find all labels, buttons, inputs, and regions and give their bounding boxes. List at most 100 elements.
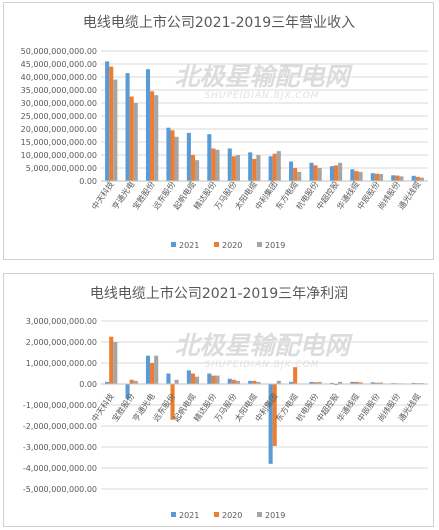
bar-2019-5 <box>215 149 220 181</box>
bar-2021-0 <box>105 61 110 181</box>
bar-2019-10 <box>317 381 322 384</box>
bar-2019-12 <box>358 382 363 384</box>
y-tick-label: 2,000,000,000.00 <box>26 338 97 347</box>
bar-2021-2 <box>145 69 151 181</box>
legend-label-2021: 2021 <box>179 511 199 520</box>
bar-2019-1 <box>133 380 138 384</box>
y-tick-label: -3,000,000,000.00 <box>23 443 97 452</box>
bar-2021-14 <box>391 175 396 181</box>
bar-2019-2 <box>154 95 159 181</box>
bar-2020-8 <box>272 384 277 446</box>
bar-2021-8 <box>268 156 273 181</box>
bar-2019-0 <box>113 79 118 181</box>
y-tick-label: 40,000,000,000.00 <box>21 73 97 82</box>
y-tick-label: 20,000,000,000.00 <box>21 125 97 134</box>
bar-2019-2 <box>154 355 159 384</box>
y-tick-label: 1,000,000,000.00 <box>26 359 97 368</box>
bar-2021-15 <box>411 175 416 181</box>
bar-2019-11 <box>338 381 343 384</box>
bar-2020-7 <box>252 158 257 181</box>
watermark-logo-text: 北极星输配电网 <box>174 331 353 360</box>
bar-2020-11 <box>333 384 339 386</box>
bar-2020-9 <box>293 168 298 181</box>
bar-2020-0 <box>109 336 114 384</box>
bar-2021-8 <box>268 384 273 464</box>
legend-label-2021: 2021 <box>179 241 199 250</box>
y-tick-label: 10,000,000,000.00 <box>21 151 97 160</box>
bar-2020-9 <box>293 367 298 384</box>
bar-2020-15 <box>415 176 420 181</box>
legend-swatch-2019 <box>257 512 262 517</box>
bar-2019-10 <box>317 168 322 181</box>
bar-2021-4 <box>186 132 191 181</box>
y-tick-label: 35,000,000,000.00 <box>21 86 97 95</box>
legend-swatch-2019 <box>257 242 262 247</box>
bar-2019-7 <box>256 381 261 384</box>
bar-2020-3 <box>170 130 175 181</box>
bar-2020-4 <box>190 373 196 384</box>
bar-2021-6 <box>227 378 232 384</box>
bar-2021-11 <box>329 382 334 384</box>
y-tick-label: 25,000,000,000.00 <box>21 112 97 121</box>
bar-2021-7 <box>248 152 253 181</box>
bar-2019-9 <box>297 171 302 181</box>
y-tick-label: 50,000,000,000.00 <box>21 47 97 56</box>
bar-2020-5 <box>211 375 216 384</box>
bar-2020-0 <box>109 66 114 181</box>
bar-2019-5 <box>215 375 220 384</box>
bar-2019-8 <box>276 151 281 181</box>
legend-label-2019: 2019 <box>265 241 285 250</box>
bar-2021-0 <box>105 381 110 384</box>
bar-2020-5 <box>211 148 216 181</box>
bar-2021-7 <box>248 380 253 384</box>
bar-2019-12 <box>358 171 363 181</box>
bar-2020-12 <box>354 171 359 181</box>
bar-2020-3 <box>170 384 175 420</box>
legend-swatch-2020 <box>214 512 219 517</box>
y-tick-label: -5,000,000,000.00 <box>23 485 97 494</box>
bar-2020-8 <box>272 153 277 181</box>
bar-2020-2 <box>150 363 155 384</box>
bar-2021-1 <box>125 73 130 181</box>
y-tick-label: 15,000,000,000.00 <box>21 138 97 147</box>
bar-2019-1 <box>133 103 138 181</box>
bar-2019-3 <box>174 379 179 384</box>
bar-2021-10 <box>309 381 314 384</box>
bar-2020-4 <box>190 155 196 181</box>
bar-2021-12 <box>350 169 355 181</box>
y-tick-label: 30,000,000,000.00 <box>21 99 97 108</box>
y-tick-label: 0.00 <box>79 177 97 186</box>
bar-2021-13 <box>370 173 375 181</box>
bar-2021-9 <box>289 161 294 181</box>
bar-2021-5 <box>207 134 212 181</box>
bar-2021-1 <box>125 384 130 399</box>
legend-swatch-2021 <box>171 242 176 247</box>
bar-2021-3 <box>166 127 171 181</box>
bar-2021-13 <box>370 382 375 384</box>
bar-2021-12 <box>350 381 355 384</box>
bar-2020-10 <box>313 165 318 181</box>
bar-2019-7 <box>256 155 261 181</box>
bar-2019-8 <box>276 380 281 384</box>
bar-2021-11 <box>329 166 334 181</box>
bar-2021-3 <box>166 373 171 384</box>
y-tick-label: -2,000,000,000.00 <box>23 422 97 431</box>
legend-label-2020: 2020 <box>222 511 242 520</box>
y-tick-label: -4,000,000,000.00 <box>23 464 97 473</box>
bar-2019-6 <box>235 155 240 181</box>
revenue-chart-panel: 电线电缆上市公司2021-2019三年营业收入 0.00 5,000,000,000… <box>3 2 434 260</box>
y-tick-label: -1,000,000,000.00 <box>23 401 97 410</box>
y-tick-label: 3,000,000,000.00 <box>26 317 97 326</box>
y-tick-label: 0.00 <box>79 380 97 389</box>
bar-2019-15 <box>419 177 424 181</box>
watermark-url: SHUPEIDIAN.BJX.COM <box>204 360 319 370</box>
watermark-logo-text: 北极星输配电网 <box>174 62 353 91</box>
bar-2021-2 <box>145 355 151 384</box>
bar-2019-4 <box>195 160 200 181</box>
chart-title: 电线电缆上市公司2021-2019三年营业收入 <box>83 14 355 31</box>
profit-chart: 电线电缆上市公司2021-2019三年净利润 -5,000,000,000.00 -… <box>23 285 428 520</box>
bar-2021-15 <box>411 382 416 384</box>
bar-2020-6 <box>231 156 236 181</box>
bar-2021-6 <box>227 148 232 181</box>
bar-2020-13 <box>374 173 379 181</box>
